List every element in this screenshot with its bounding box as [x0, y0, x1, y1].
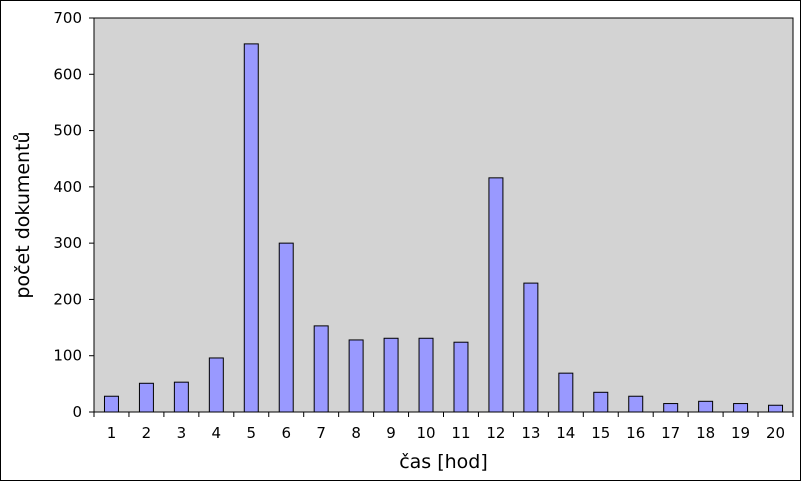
- plot-area: [93, 17, 794, 413]
- x-tick-label: 17: [661, 424, 680, 442]
- bar-11: [453, 341, 469, 413]
- x-tick-label: 13: [521, 424, 540, 442]
- y-tick-label: 100: [53, 347, 82, 365]
- bar-1: [103, 395, 119, 413]
- x-tick-label: 16: [626, 424, 645, 442]
- bar-18: [698, 400, 714, 413]
- x-tick-label: 20: [766, 424, 785, 442]
- bar-5: [243, 43, 259, 413]
- bar-13: [523, 282, 539, 413]
- bar-12: [488, 177, 504, 413]
- y-tick-label: 600: [53, 65, 82, 83]
- y-tick-label: 0: [72, 403, 82, 421]
- x-tick-label: 7: [316, 424, 326, 442]
- x-tick-label: 11: [451, 424, 470, 442]
- x-tick-label: 9: [386, 424, 396, 442]
- y-tick-label: 400: [53, 178, 82, 196]
- bar-4: [208, 357, 224, 413]
- bar-9: [383, 337, 399, 413]
- bar-7: [313, 325, 329, 413]
- y-tick-label: 500: [53, 122, 82, 140]
- x-tick-label: 10: [416, 424, 435, 442]
- x-axis-title: čas [hod]: [399, 451, 488, 473]
- x-tick-label: 3: [177, 424, 187, 442]
- bar-15: [593, 391, 609, 413]
- y-ticks-group: 0 100 200 300 400 500 600 700: [53, 9, 94, 421]
- bar-6: [278, 242, 294, 413]
- bar-3: [173, 381, 189, 413]
- x-tick-label: 5: [247, 424, 257, 442]
- bar-8: [348, 339, 364, 413]
- bars-group: [103, 43, 784, 413]
- x-tick-label: 15: [591, 424, 610, 442]
- x-tick-label: 14: [556, 424, 575, 442]
- x-ticks-group: 1 2 3 4 5 6 7 8 9 10 11 12 13 14 15 16 17 18 19 20: [93, 412, 794, 442]
- bar-20: [768, 404, 784, 413]
- bar-19: [733, 403, 749, 413]
- y-axis-title: počet dokumentů: [12, 131, 34, 298]
- bar-2: [138, 382, 154, 413]
- x-tick-label: 2: [142, 424, 152, 442]
- x-tick-label: 12: [486, 424, 505, 442]
- y-tick-label: 300: [53, 234, 82, 252]
- y-tick-label: 200: [53, 290, 82, 308]
- bar-16: [628, 395, 644, 413]
- x-tick-label: 1: [107, 424, 117, 442]
- bar-14: [558, 372, 574, 413]
- x-tick-label: 6: [281, 424, 291, 442]
- bar-10: [418, 337, 434, 413]
- x-tick-label: 8: [351, 424, 361, 442]
- x-tick-label: 19: [731, 424, 750, 442]
- x-tick-label: 18: [696, 424, 715, 442]
- x-tick-label: 4: [212, 424, 222, 442]
- y-tick-label: 700: [53, 9, 82, 27]
- bar-17: [663, 403, 679, 413]
